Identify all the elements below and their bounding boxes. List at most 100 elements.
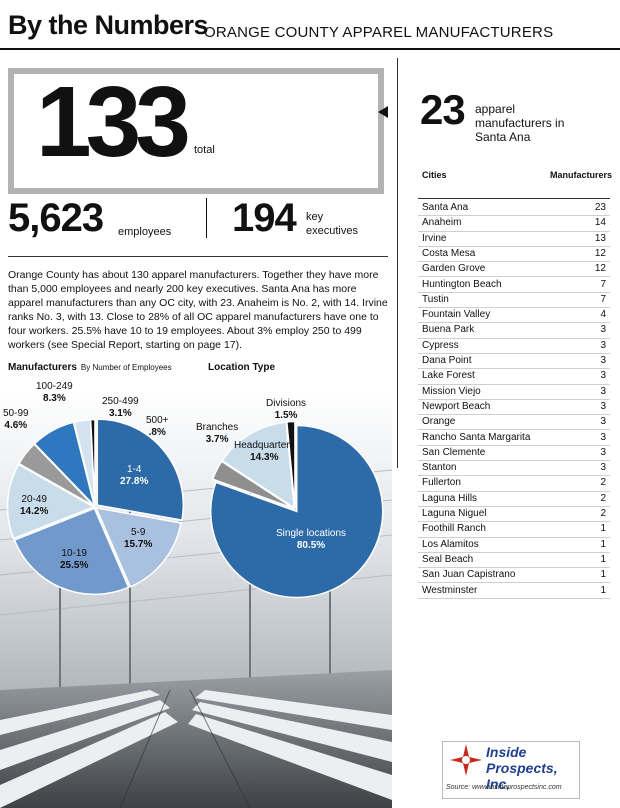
table-row: Buena Park 3 <box>418 322 610 339</box>
city-name: Dana Point <box>422 355 472 366</box>
logo-name: Inside Prospects, Inc. <box>486 744 558 792</box>
city-name: Garden Grove <box>422 263 486 275</box>
executives-label: key executives <box>306 211 358 237</box>
manufacturer-count: 23 <box>594 202 606 213</box>
manufacturer-count: 7 <box>600 293 606 305</box>
city-name: Westminster <box>422 584 478 596</box>
manufacturer-count: 3 <box>600 370 606 382</box>
table-row: Dana Point 3 <box>418 353 610 370</box>
slice-percent: 25.5% <box>60 560 89 571</box>
city-name: Rancho Santa Margarita <box>422 431 531 443</box>
slice-label-7: 500+ .8% <box>146 415 169 439</box>
slice-label-2: 10-19 25.5% <box>60 548 88 572</box>
employees-number: 5,623 <box>8 196 104 240</box>
santa-ana-label: apparel manufacturers in Santa Ana <box>475 102 565 144</box>
city-name: San Juan Capistrano <box>422 569 516 581</box>
slice-percent: 27.8% <box>120 476 149 487</box>
manufacturer-count: 7 <box>600 278 606 290</box>
slice-percent: .8% <box>148 427 166 438</box>
table-row: Stanton 3 <box>418 460 610 477</box>
slice-category: 50-99 <box>3 408 29 419</box>
table-row: Anaheim 14 <box>418 215 610 232</box>
slice-percent: 14.3% <box>250 452 279 463</box>
city-name: Tustin <box>422 293 449 305</box>
slice-percent: 80.5% <box>296 540 326 551</box>
city-name: Cypress <box>422 339 459 351</box>
arrow-left-icon <box>378 106 388 118</box>
city-name: Fountain Valley <box>422 309 491 321</box>
summary-divider <box>8 256 388 257</box>
table-row: Laguna Hills 2 <box>418 491 610 507</box>
slice-label-3: 20-49 14.2% <box>20 494 48 518</box>
slice-percent: 14.2% <box>20 506 49 517</box>
table-row: Foothill Ranch 1 <box>418 521 610 538</box>
slice-category: 500+ <box>146 415 169 426</box>
city-name: Stanton <box>422 462 457 474</box>
slice-category: Branches <box>196 422 239 433</box>
slice-label-4: 50-99 4.6% <box>3 408 29 432</box>
manufacturer-count: 1 <box>600 584 606 596</box>
manufacturer-count: 4 <box>600 309 606 321</box>
city-name: Foothill Ranch <box>422 523 486 535</box>
pie-slice <box>6 463 96 540</box>
table-row: Costa Mesa 12 <box>418 246 610 263</box>
city-name: Costa Mesa <box>422 247 476 259</box>
manufacturer-count: 1 <box>600 569 606 581</box>
city-name: Orange <box>422 416 456 428</box>
manufacturer-count: 3 <box>600 400 606 412</box>
table-row: Fountain Valley 4 <box>418 307 610 324</box>
manufacturer-count: 3 <box>600 339 606 351</box>
table-row: Laguna Niguel 2 <box>418 506 610 523</box>
city-name: Lake Forest <box>422 370 475 382</box>
manufacturer-count: 12 <box>594 247 606 259</box>
slice-percent: 1.5% <box>274 410 298 421</box>
manufacturer-count: 3 <box>600 416 606 428</box>
table-row: Santa Ana 23 <box>418 200 610 217</box>
city-name: Los Alamitos <box>422 538 479 550</box>
manufacturer-count: 3 <box>600 431 606 443</box>
table-row: Mission Viejo 3 <box>418 384 610 400</box>
manufacturer-count: 13 <box>594 232 606 244</box>
city-name: Buena Park <box>422 324 475 336</box>
table-row: Orange 3 <box>418 414 610 431</box>
manufacturer-count: 3 <box>600 385 606 397</box>
table-row: Los Alamitos 1 <box>418 537 610 553</box>
city-name: Irvine <box>422 232 447 244</box>
pie-slice <box>13 507 130 596</box>
manufacturers-chart-title: Manufacturers By Number of Employees <box>8 362 172 373</box>
table-row: Fullerton 2 <box>418 475 610 492</box>
manufacturer-count: 3 <box>600 355 606 366</box>
manufacturer-count: 2 <box>600 477 606 489</box>
slice-percent: 3.1% <box>108 408 132 419</box>
manufacturer-count: 3 <box>600 324 606 336</box>
manufacturer-count: 2 <box>600 508 606 519</box>
city-name: Anaheim <box>422 217 462 229</box>
logo-source: Source: www.insideprospectsinc.com <box>446 784 562 791</box>
table-row: Irvine 13 <box>418 231 610 247</box>
city-name: San Clemente <box>422 446 486 458</box>
manufacturer-count: 1 <box>600 553 606 565</box>
title-divider <box>0 48 620 50</box>
table-header-rule <box>418 198 610 199</box>
manufacturers-pie-chart <box>6 418 185 596</box>
slice-percent: 15.7% <box>124 539 153 550</box>
city-name: Mission Viejo <box>422 385 481 397</box>
slice-category: 5-9 <box>130 527 146 538</box>
table-row: Seal Beach 1 <box>418 552 610 569</box>
city-name: Seal Beach <box>422 553 474 565</box>
city-name: Fullerton <box>422 477 461 489</box>
pie-slice <box>94 506 182 588</box>
slice-percent: 8.3% <box>42 393 66 404</box>
total-number: 133 <box>36 66 191 178</box>
slice-label-loc-2: Headquarters 14.3% <box>234 440 295 464</box>
table-row: Garden Grove 12 <box>418 261 610 278</box>
city-name: Newport Beach <box>422 400 491 412</box>
total-label: total <box>194 144 215 156</box>
table-row: Cypress 3 <box>418 338 610 354</box>
city-name: Laguna Hills <box>422 492 478 504</box>
page-subtitle: ORANGE COUNTY APPAREL MANUFACTURERS <box>204 24 554 41</box>
page-title: By the Numbers <box>8 10 209 40</box>
employees-label: employees <box>118 226 172 238</box>
slice-category: Divisions <box>266 398 307 409</box>
manufacturer-count: 2 <box>600 492 606 504</box>
